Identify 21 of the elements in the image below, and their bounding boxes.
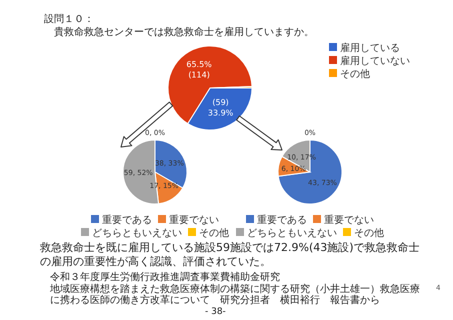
legend-label: その他	[353, 227, 384, 240]
legend-label: 雇用している	[339, 42, 401, 55]
text: 救急救命士を既に雇用している施設59施設では72.9%(43施設)で救急救命士の雇用の重要性が高く認識、評価されていた。	[40, 241, 421, 269]
legend-label: 雇用していない	[339, 55, 410, 68]
text: 設問１０：	[44, 12, 94, 26]
legend-label: 重要である	[256, 214, 307, 227]
data-label: 65.5% (114)	[186, 59, 212, 79]
chart-subtitle: 貴救命救急センターでは救急救命士を雇用していますか。	[54, 26, 314, 39]
text: に携わる医師の働き方改革について 研究分担者 横田裕行 報告書から	[50, 295, 380, 306]
legend-label: 重要でない	[323, 214, 374, 227]
text: 令和３年度厚生労働行政推進調査事業費補助金研究	[50, 272, 280, 284]
text: 地域医療構想を踏まえた救急医療体制の構築に関する研究（小井土雄一）救急医療	[50, 284, 420, 294]
legend-label: 重要でない	[168, 214, 219, 227]
pie-slice	[278, 140, 342, 204]
legend-label: 重要である	[101, 214, 152, 227]
legend-label: どちらともいえない	[246, 227, 337, 240]
legend-label: その他	[198, 227, 229, 240]
data-label: (59) 33.9%	[208, 97, 234, 117]
legend-label: どちらともいえない	[91, 227, 182, 240]
text: - 38-	[205, 307, 226, 317]
legend-label: その他	[339, 68, 371, 81]
